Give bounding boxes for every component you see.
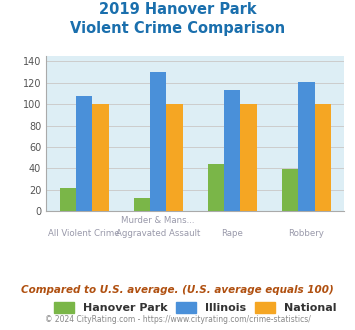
Bar [315,104,331,211]
Text: Robbery: Robbery [288,229,324,238]
Bar [282,170,298,211]
Text: All Violent Crime: All Violent Crime [48,229,120,238]
Text: 2019 Hanover Park: 2019 Hanover Park [99,2,256,16]
Bar [208,164,224,211]
Bar [76,96,92,211]
Bar [150,72,166,211]
Text: Murder & Mans...: Murder & Mans... [121,216,195,225]
Bar [166,104,183,211]
Text: Compared to U.S. average. (U.S. average equals 100): Compared to U.S. average. (U.S. average … [21,285,334,295]
Bar [92,104,109,211]
Bar [240,104,257,211]
Bar [134,198,150,211]
Bar [60,188,76,211]
Bar [298,82,315,211]
Bar [224,90,240,211]
Text: Violent Crime Comparison: Violent Crime Comparison [70,21,285,36]
Text: Rape: Rape [222,229,243,238]
Text: Aggravated Assault: Aggravated Assault [116,229,201,238]
Legend: Hanover Park, Illinois, National: Hanover Park, Illinois, National [49,297,341,317]
Text: © 2024 CityRating.com - https://www.cityrating.com/crime-statistics/: © 2024 CityRating.com - https://www.city… [45,315,310,324]
